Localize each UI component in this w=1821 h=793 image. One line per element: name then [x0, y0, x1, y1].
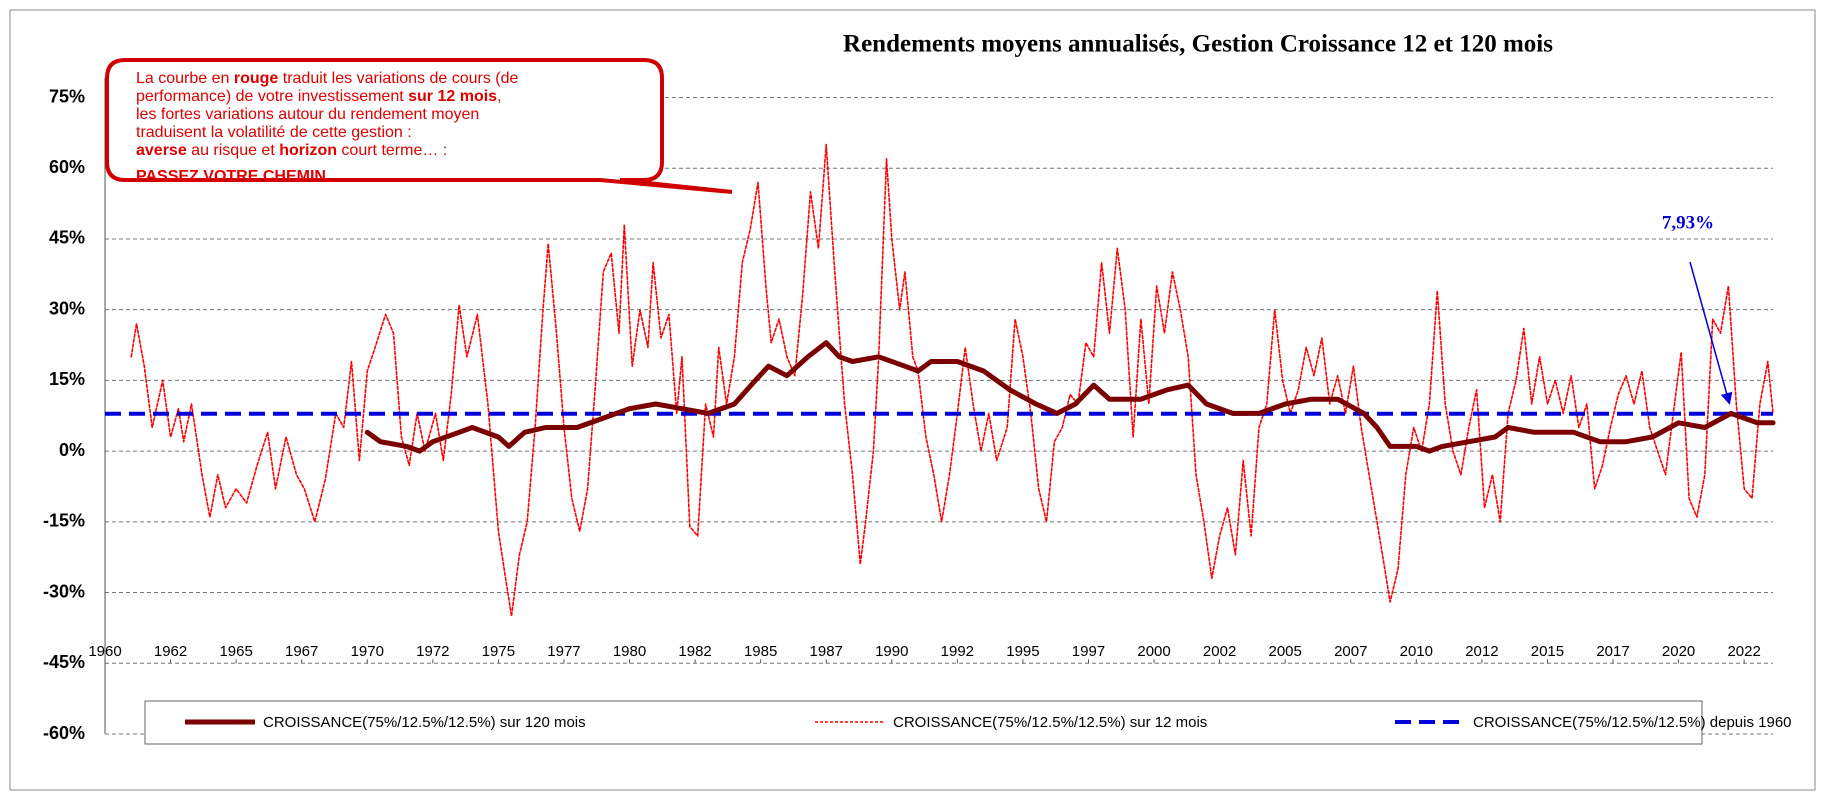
series-line: [364, 340, 1776, 454]
y-tick-label: 75%: [49, 86, 85, 106]
callout-line: performance) de votre investissement sur…: [136, 88, 502, 105]
x-tick-label: 1960: [88, 643, 121, 660]
callout: La courbe en rouge traduit les variation…: [105, 58, 733, 194]
x-tick-label: 1975: [482, 643, 515, 660]
y-tick-label: -60%: [43, 723, 85, 743]
x-tick-label: 1962: [154, 643, 187, 660]
x-tick-label: 1982: [678, 643, 711, 660]
callout-line: La courbe en rouge traduit les variation…: [136, 70, 519, 87]
legend-box: [144, 700, 1703, 745]
callout-line: traduisent la volatilité de cette gestio…: [136, 124, 412, 141]
x-tick-label: 2010: [1400, 643, 1433, 660]
x-tick-label: 2017: [1596, 643, 1629, 660]
x-tick-label: 1972: [416, 643, 449, 660]
y-tick-label: 15%: [49, 369, 85, 389]
y-tick-label: 60%: [49, 157, 85, 177]
annotation: 7,93%: [1662, 212, 1714, 233]
callout-text: ,: [497, 88, 501, 105]
callout-text: au risque et: [187, 142, 280, 159]
legend: CROISSANCE(75%/12.5%/12.5%) sur 120 mois…: [144, 700, 1792, 745]
y-tick-label: 30%: [49, 298, 85, 318]
callout-text: PASSEZ VOTRE CHEMIN: [136, 168, 326, 185]
x-tick-label: 1985: [744, 643, 777, 660]
callout-line: les fortes variations autour du rendemen…: [136, 106, 479, 123]
legend-label: CROISSANCE(75%/12.5%/12.5%) sur 12 mois: [893, 714, 1207, 731]
y-tick-label: -15%: [43, 511, 85, 531]
callout-line: PASSEZ VOTRE CHEMIN: [136, 168, 326, 185]
callout-text: horizon: [279, 142, 337, 159]
x-tick-label: 1987: [810, 643, 843, 660]
callout-text: performance) de votre investissement: [136, 88, 408, 105]
x-tick-label: 2012: [1465, 643, 1498, 660]
x-tick-label: 2002: [1203, 643, 1236, 660]
callout-text: traduit les variations de cours (de: [278, 70, 518, 87]
callout-text: traduisent la volatilité de cette gestio…: [136, 124, 412, 141]
x-tick-label: 1977: [547, 643, 580, 660]
callout-line: averse au risque et horizon court terme……: [136, 142, 447, 159]
y-tick-label: -45%: [43, 652, 85, 672]
callout-text: La courbe en: [136, 70, 234, 87]
callout-text: averse: [136, 142, 187, 159]
x-tick-label: 2000: [1137, 643, 1170, 660]
y-tick-label: 0%: [59, 440, 85, 460]
x-tick-label: 1990: [875, 643, 908, 660]
x-tick-label: 1970: [351, 643, 384, 660]
callout-text: les fortes variations autour du rendemen…: [136, 106, 479, 123]
chart-title: Rendements moyens annualisés, Gestion Cr…: [843, 31, 1553, 58]
callout-text: sur 12 mois: [408, 88, 497, 105]
x-tick-label: 1997: [1072, 643, 1105, 660]
y-tick-label: -30%: [43, 581, 85, 601]
x-tick-label: 2022: [1727, 643, 1760, 660]
x-tick-label: 2007: [1334, 643, 1367, 660]
legend-label: CROISSANCE(75%/12.5%/12.5%) sur 120 mois: [263, 714, 586, 731]
series-line: [130, 143, 1774, 617]
x-tick-label: 1965: [219, 643, 252, 660]
legend-label: CROISSANCE(75%/12.5%/12.5%) depuis 1960: [1473, 714, 1792, 731]
x-tick-label: 1967: [285, 643, 318, 660]
x-tick-label: 2005: [1269, 643, 1302, 660]
y-tick-label: 45%: [49, 228, 85, 248]
callout-text: rouge: [234, 70, 279, 87]
x-tick-label: 1995: [1006, 643, 1039, 660]
x-tick-label: 1980: [613, 643, 646, 660]
x-tick-label: 2015: [1531, 643, 1564, 660]
callout-bubble: [105, 58, 733, 194]
callout-text: court terme… :: [337, 142, 447, 159]
annotation-arrow: [1689, 261, 1733, 405]
plot-area: 75% 60% 45% 30% 15% 0% -15% -30% -45% -60% 1960 196…: [43, 77, 1776, 743]
x-tick-label: 2020: [1662, 643, 1695, 660]
x-tick-label: 1992: [941, 643, 974, 660]
